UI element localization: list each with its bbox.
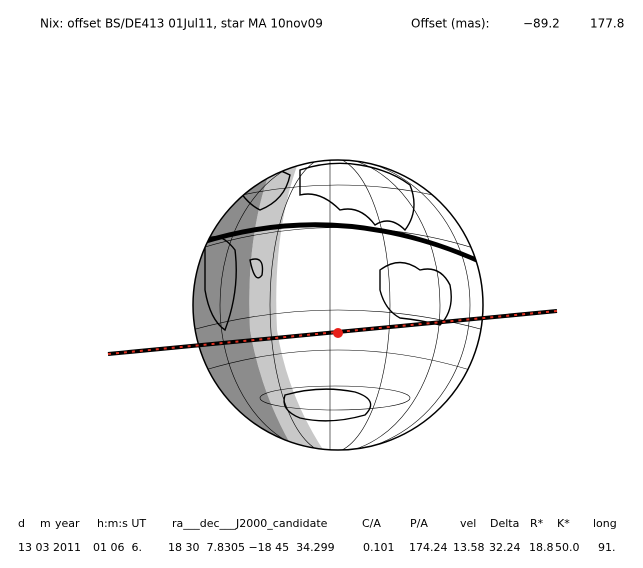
column-header: d — [18, 517, 25, 530]
table-cell: 174.24 — [409, 541, 448, 554]
table: d m year h:m:s UT ra___dec___J2000_candi… — [18, 517, 617, 554]
globe-outline — [192, 159, 484, 451]
table-cell: 18 30 7.8305 −18 45 34.299 — [168, 541, 335, 554]
column-header: ra___dec___J2000_candidate — [172, 517, 328, 530]
table-cell: 91. — [598, 541, 616, 554]
table-cell: 50.0 — [555, 541, 580, 554]
offset-label: Offset (mas): — [411, 17, 490, 31]
column-header: m — [40, 517, 51, 530]
column-header: Delta — [490, 517, 519, 530]
column-header: vel — [460, 517, 476, 530]
column-header: C/A — [362, 517, 381, 530]
column-header: P/A — [410, 517, 428, 530]
offset-value: 177.8 — [590, 17, 624, 31]
table-cell: 01 06 6. — [93, 541, 142, 554]
title: Nix: offset BS/DE413 01Jul11, star MA 10… — [40, 17, 323, 31]
table-cell: 32.24 — [489, 541, 521, 554]
table-cell: 0.101 — [363, 541, 395, 554]
globe — [193, 160, 483, 450]
closest-approach — [333, 328, 343, 338]
column-header: K* — [557, 517, 570, 530]
table-cell: 18.8 — [529, 541, 554, 554]
column-header: R* — [530, 517, 544, 530]
column-header: h:m:s UT — [97, 517, 146, 530]
column-header: year — [55, 517, 80, 530]
column-header: long — [593, 517, 617, 530]
table-cell: 13 03 2011 — [18, 541, 81, 554]
shadow-path-dashes — [107, 310, 558, 355]
offset-value: −89.2 — [523, 17, 560, 31]
table-cell: 13.58 — [453, 541, 485, 554]
